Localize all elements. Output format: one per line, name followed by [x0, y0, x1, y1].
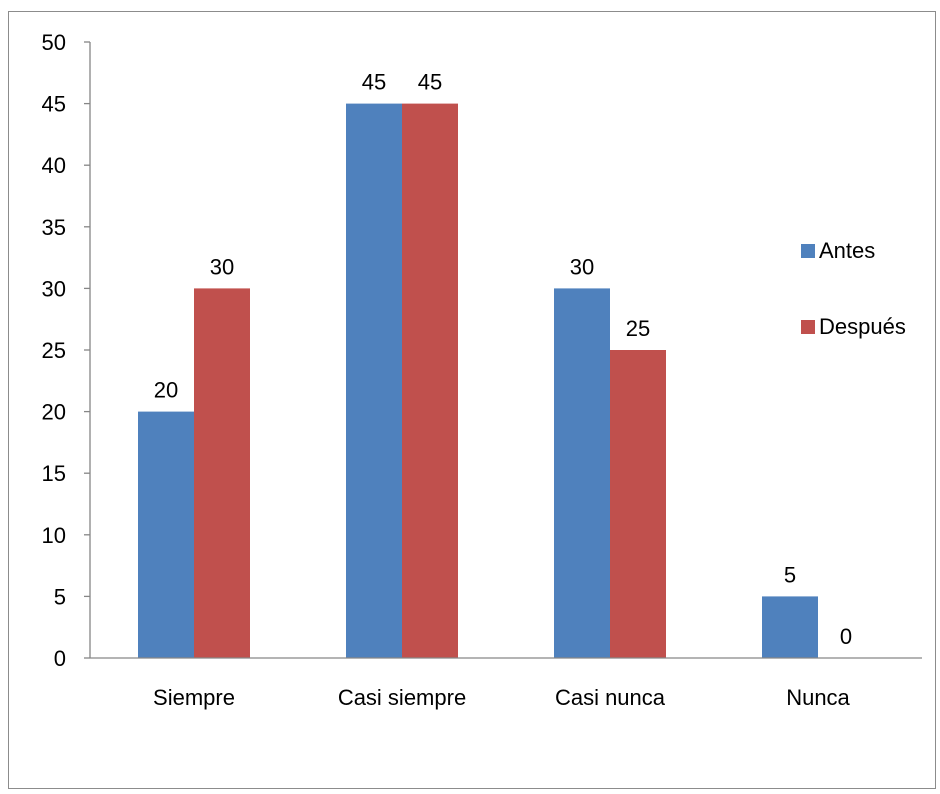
y-tick-label: 5 [54, 584, 66, 609]
data-label: 5 [784, 562, 796, 587]
data-label: 20 [154, 378, 178, 403]
legend-label: Antes [819, 238, 875, 263]
data-label: 30 [570, 254, 594, 279]
data-label: 25 [626, 316, 650, 341]
legend: Antes Después [801, 238, 906, 339]
data-labels-group: 20 30 45 45 30 25 5 0 [154, 70, 852, 649]
y-tick-label: 40 [42, 153, 66, 178]
y-tick-label: 15 [42, 461, 66, 486]
data-label: 0 [840, 624, 852, 649]
y-tick-label: 30 [42, 276, 66, 301]
legend-swatch [801, 244, 815, 258]
legend-swatch [801, 320, 815, 334]
bars-group [138, 103, 818, 659]
y-tick-label: 50 [42, 30, 66, 55]
y-tick-label: 35 [42, 215, 66, 240]
y-tick-label: 0 [54, 646, 66, 671]
data-label: 45 [418, 70, 442, 95]
data-label: 30 [210, 254, 234, 279]
bar-despu-s-2 [610, 350, 666, 658]
bar-despu-s-0 [194, 288, 250, 658]
bar-antes-3 [762, 596, 818, 658]
x-axis-labels: Siempre Casi siempre Casi nunca Nunca [153, 685, 851, 710]
x-tick-label: Siempre [153, 685, 235, 710]
x-tick-label: Casi nunca [555, 685, 666, 710]
y-tick-label: 20 [42, 400, 66, 425]
x-tick-label: Nunca [786, 685, 850, 710]
y-tick-label: 25 [42, 338, 66, 363]
y-axis-ticks: 0 5 10 15 20 25 30 35 40 45 50 [42, 30, 90, 671]
bar-antes-1 [346, 103, 402, 659]
data-label: 45 [362, 70, 386, 95]
bar-antes-2 [554, 288, 610, 658]
bar-despu-s-1 [402, 103, 458, 659]
x-tick-label: Casi siempre [338, 685, 466, 710]
legend-label: Después [819, 314, 906, 339]
bar-antes-0 [138, 411, 194, 658]
y-tick-label: 10 [42, 523, 66, 548]
y-tick-label: 45 [42, 92, 66, 117]
chart-frame [8, 11, 936, 789]
